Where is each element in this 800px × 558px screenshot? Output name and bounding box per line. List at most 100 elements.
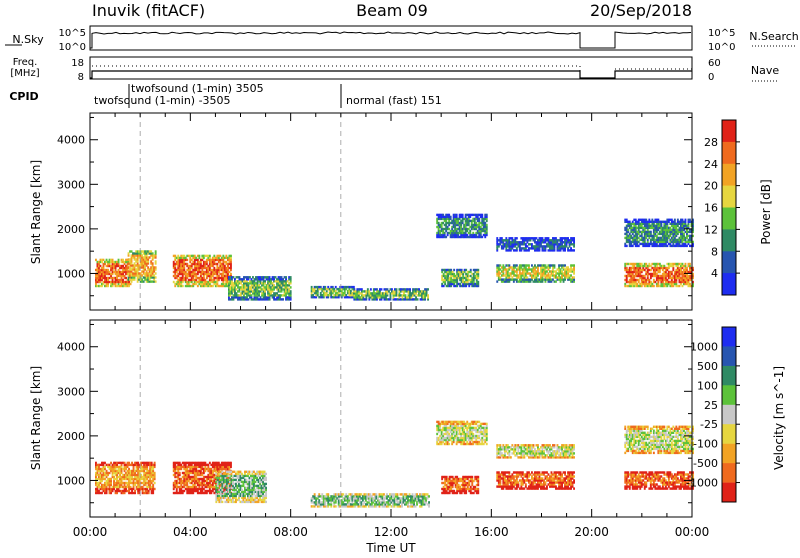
echo-cell bbox=[200, 261, 202, 263]
echo-cell bbox=[198, 255, 200, 257]
echo-cell bbox=[130, 283, 132, 285]
echo-cell bbox=[653, 285, 655, 287]
freq-tick-bottom: 8 bbox=[78, 72, 84, 83]
echo-cell bbox=[650, 231, 652, 233]
echo-cell bbox=[154, 482, 156, 484]
echo-cell bbox=[215, 471, 217, 473]
echo-cell bbox=[381, 288, 383, 290]
echo-cell bbox=[106, 259, 108, 261]
echo-cell bbox=[154, 488, 156, 490]
echo-cell bbox=[112, 259, 114, 261]
echo-cell bbox=[486, 224, 488, 226]
nsky-trace bbox=[90, 32, 691, 48]
echo-cell bbox=[155, 280, 157, 282]
y-tick-label: 1000 bbox=[57, 267, 85, 280]
echo-cell bbox=[152, 262, 154, 264]
echo-cell bbox=[182, 285, 184, 287]
colorbar-segment bbox=[722, 186, 736, 208]
colorbar-tick-label: 16 bbox=[704, 202, 718, 215]
echo-cell bbox=[477, 281, 479, 283]
echo-cell bbox=[573, 278, 575, 280]
echo-cell bbox=[95, 259, 97, 261]
colorbar-segment bbox=[722, 273, 736, 295]
velocity-heatmap-cells bbox=[95, 421, 694, 508]
power-colorbar-label: Power [dB] bbox=[759, 179, 773, 244]
echo-cell bbox=[626, 245, 628, 247]
nsky-tick-top: 10^5 bbox=[59, 28, 86, 39]
nsearch-tick-top: 10^5 bbox=[708, 28, 735, 39]
echo-cell bbox=[155, 276, 157, 278]
echo-cell bbox=[290, 276, 292, 278]
freq-panel-frame bbox=[90, 57, 692, 79]
echo-cell bbox=[674, 219, 676, 221]
echo-cell bbox=[526, 276, 528, 278]
echo-cell bbox=[516, 237, 518, 239]
echo-cell bbox=[456, 214, 458, 216]
station-title: Inuvik (fitACF) bbox=[92, 1, 205, 20]
echo-cell bbox=[230, 273, 232, 275]
echo-cell bbox=[273, 284, 275, 286]
echo-cell bbox=[470, 269, 472, 271]
echo-cell bbox=[290, 286, 292, 288]
beam-title: Beam 09 bbox=[356, 1, 428, 20]
echo-cell bbox=[155, 266, 157, 268]
echo-cell bbox=[477, 269, 479, 271]
echo-cell bbox=[122, 259, 124, 261]
colorbar-tick-label: 24 bbox=[704, 158, 718, 171]
echo-cell bbox=[186, 259, 188, 261]
echo-cell bbox=[689, 263, 691, 265]
echo-cell bbox=[498, 245, 500, 247]
echo-cell bbox=[554, 264, 556, 266]
cpid-segment-2: normal (fast) 151 bbox=[346, 94, 442, 107]
nsky-panel-frame bbox=[90, 26, 692, 50]
freq-tick-top: 18 bbox=[71, 58, 84, 69]
freq-label-line1: Freq. bbox=[13, 57, 38, 68]
colorbar-tick-label: 4 bbox=[711, 267, 718, 280]
echo-cell bbox=[353, 286, 355, 288]
y-tick-label: 3000 bbox=[57, 178, 85, 191]
echo-cell bbox=[206, 261, 208, 263]
nave-trace bbox=[92, 66, 692, 78]
power-ylabel: Slant Range [km] bbox=[29, 160, 43, 264]
echo-cell bbox=[155, 272, 157, 274]
colorbar-tick-label: 28 bbox=[704, 136, 718, 149]
echo-cell bbox=[481, 214, 483, 216]
y-tick-label: 2000 bbox=[57, 223, 85, 236]
nsky-tick-bottom: 10^0 bbox=[59, 42, 86, 53]
nave-tick-bottom: 0 bbox=[708, 72, 714, 83]
echo-cell bbox=[573, 237, 575, 239]
echo-cell bbox=[427, 288, 429, 290]
echo-cell bbox=[370, 288, 372, 290]
cpid-label: CPID bbox=[9, 90, 38, 103]
echo-cell bbox=[573, 245, 575, 247]
echo-cell bbox=[103, 259, 105, 261]
echo-cell bbox=[564, 278, 566, 280]
cpid-segment-0: twofsound (1-min) -3505 bbox=[94, 94, 231, 107]
echo-cell bbox=[573, 264, 575, 266]
echo-cell bbox=[154, 462, 156, 464]
echo-cell bbox=[230, 255, 232, 257]
echo-cell bbox=[155, 250, 157, 252]
echo-cell bbox=[453, 269, 455, 271]
echo-cell bbox=[468, 222, 470, 224]
echo-cell bbox=[155, 260, 157, 262]
echo-cell bbox=[427, 294, 429, 296]
colorbar-segment bbox=[722, 142, 736, 164]
colorbar-segment bbox=[722, 208, 736, 230]
echo-cell bbox=[154, 472, 156, 474]
echo-cell bbox=[152, 468, 154, 470]
echo-cell bbox=[486, 214, 488, 216]
echo-cell bbox=[462, 214, 464, 216]
nave-tick-top: 60 bbox=[708, 58, 721, 69]
echo-cell bbox=[285, 276, 287, 278]
echo-cell bbox=[554, 245, 556, 247]
echo-cell bbox=[528, 264, 530, 266]
nsearch-label: N.Search bbox=[749, 30, 799, 43]
echo-cell bbox=[450, 216, 452, 218]
nsearch-tick-bottom: 10^0 bbox=[708, 42, 735, 53]
date-title: 20/Sep/2018 bbox=[590, 1, 692, 20]
echo-cell bbox=[282, 298, 284, 300]
